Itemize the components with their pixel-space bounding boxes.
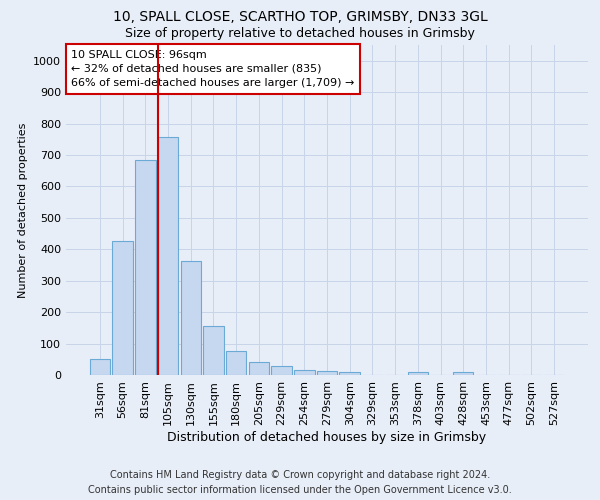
Bar — [90, 360, 110, 375]
Bar — [317, 371, 337, 375]
Bar — [226, 352, 247, 375]
Text: 10, SPALL CLOSE, SCARTHO TOP, GRIMSBY, DN33 3GL: 10, SPALL CLOSE, SCARTHO TOP, GRIMSBY, D… — [113, 10, 487, 24]
Bar — [112, 242, 133, 375]
Bar — [294, 370, 314, 375]
X-axis label: Distribution of detached houses by size in Grimsby: Distribution of detached houses by size … — [167, 430, 487, 444]
Bar — [203, 326, 224, 375]
Text: Contains HM Land Registry data © Crown copyright and database right 2024.
Contai: Contains HM Land Registry data © Crown c… — [88, 470, 512, 495]
Y-axis label: Number of detached properties: Number of detached properties — [17, 122, 28, 298]
Text: Size of property relative to detached houses in Grimsby: Size of property relative to detached ho… — [125, 28, 475, 40]
Bar — [181, 261, 201, 375]
Bar — [407, 372, 428, 375]
Bar — [158, 137, 178, 375]
Bar — [340, 372, 360, 375]
Text: 10 SPALL CLOSE: 96sqm
← 32% of detached houses are smaller (835)
66% of semi-det: 10 SPALL CLOSE: 96sqm ← 32% of detached … — [71, 50, 355, 88]
Bar — [248, 362, 269, 375]
Bar — [271, 366, 292, 375]
Bar — [453, 372, 473, 375]
Bar — [135, 160, 155, 375]
